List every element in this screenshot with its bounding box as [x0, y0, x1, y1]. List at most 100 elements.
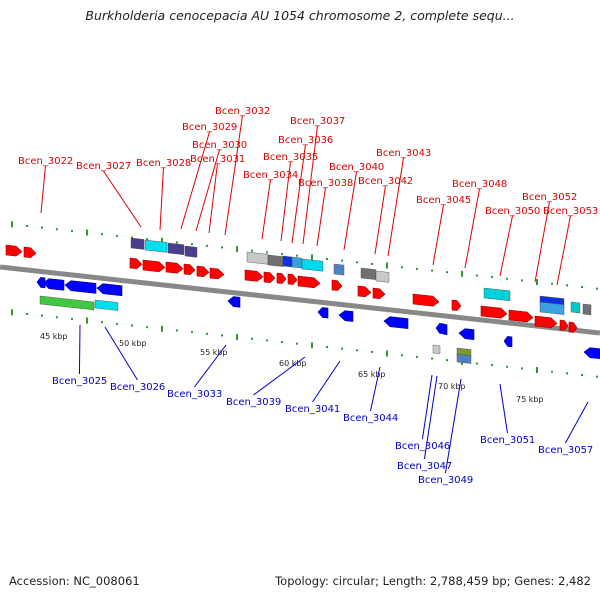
reverse-gene-label: Bcen_3049: [418, 475, 473, 486]
feature-box: [456, 353, 472, 364]
reverse-gene-label: Bcen_3039: [226, 397, 281, 408]
forward-gene-arrow: [183, 263, 196, 275]
feature-box: [130, 237, 145, 250]
feature-box: [167, 242, 185, 255]
forward-gene-label: Bcen_3035: [263, 152, 318, 163]
reverse-gene-arrow: [338, 310, 354, 322]
reverse-leader-line: [421, 374, 433, 440]
feature-box: [333, 263, 345, 276]
forward-gene-label: Bcen_3043: [376, 148, 431, 159]
forward-gene-arrow: [129, 257, 143, 270]
reverse-gene-arrow: [503, 336, 513, 348]
forward-gene-arrow: [331, 279, 343, 291]
feature-box: [375, 270, 390, 283]
reverse-leader-line: [499, 383, 508, 434]
forward-gene-arrow: [209, 267, 225, 280]
forward-gene-label: Bcen_3036: [278, 135, 333, 146]
feature-box: [246, 251, 269, 265]
reverse-gene-label: Bcen_3026: [110, 382, 165, 393]
forward-gene-arrow: [451, 299, 462, 311]
forward-gene-label: Bcen_3038: [298, 178, 353, 189]
reverse-gene-arrow: [64, 280, 97, 294]
forward-gene-arrow: [5, 244, 23, 257]
forward-gene-arrow: [508, 309, 534, 323]
forward-gene-label: Bcen_3042: [358, 176, 413, 187]
forward-gene-arrow: [263, 271, 276, 283]
reverse-gene-label: Bcen_3044: [343, 413, 398, 424]
reverse-gene-label: Bcen_3047: [397, 461, 452, 472]
forward-gene-arrow: [559, 319, 569, 331]
feature-box: [144, 239, 168, 253]
reverse-leader-line: [423, 375, 438, 460]
feature-box: [184, 245, 198, 258]
forward-gene-label: Bcen_3027: [76, 161, 131, 172]
reverse-leader-line: [565, 401, 589, 444]
reverse-leader-line: [444, 378, 462, 474]
forward-gene-arrow: [297, 275, 321, 289]
forward-gene-arrow: [534, 315, 558, 329]
forward-gene-label: Bcen_3030: [192, 140, 247, 151]
scale-label: 65 kbp: [358, 370, 386, 379]
reverse-gene-arrow: [440, 323, 448, 335]
forward-leader-line: [316, 187, 326, 247]
reverse-gene-label: Bcen_3051: [480, 435, 535, 446]
forward-leader-line: [291, 144, 306, 244]
forward-gene-label: Bcen_3053: [543, 206, 598, 217]
forward-gene-label: Bcen_3040: [329, 162, 384, 173]
forward-leader-line: [208, 163, 218, 234]
reverse-gene-arrow: [317, 307, 329, 319]
feature-box: [301, 258, 324, 272]
scale-label: 75 kbp: [516, 395, 544, 404]
chromosome-backbone: [0, 264, 600, 336]
feature-box: [360, 267, 377, 280]
feature-box: [39, 295, 95, 311]
reverse-gene-label: Bcen_3057: [538, 445, 593, 456]
forward-gene-label: Bcen_3034: [243, 170, 298, 181]
feature-box: [267, 254, 284, 267]
forward-gene-arrow: [244, 269, 264, 282]
forward-leader-line: [261, 179, 271, 240]
forward-leader-line: [387, 157, 404, 257]
forward-leader-line: [103, 170, 142, 228]
reverse-gene-arrow: [583, 347, 600, 360]
reverse-leader-line: [369, 366, 381, 412]
scale-label: 70 kbp: [438, 382, 466, 391]
reverse-leader-line: [312, 360, 341, 403]
reverse-gene-label: Bcen_3041: [285, 404, 340, 415]
forward-leader-line: [302, 125, 318, 245]
reverse-leader-line: [194, 344, 227, 388]
forward-leader-line: [195, 149, 220, 232]
forward-gene-arrow: [568, 321, 578, 333]
scale-label: 55 kbp: [200, 348, 228, 357]
genome-summary-text: Topology: circular; Length: 2,788,459 bp…: [275, 574, 591, 588]
scale-label: 60 kbp: [279, 359, 307, 368]
reverse-leader-line: [104, 326, 138, 381]
reverse-leader-line: [253, 356, 306, 396]
forward-leader-line: [374, 185, 386, 255]
forward-gene-label: Bcen_3045: [416, 195, 471, 206]
forward-gene-arrow: [196, 265, 210, 278]
reverse-gene-arrow: [383, 316, 409, 329]
forward-leader-line: [343, 171, 357, 251]
reverse-gene-label: Bcen_3033: [167, 389, 222, 400]
forward-leader-line: [464, 188, 480, 269]
forward-gene-arrow: [142, 259, 166, 273]
forward-leader-line: [280, 161, 291, 242]
feature-box: [291, 256, 303, 269]
forward-leader-line: [432, 204, 444, 266]
forward-leader-line: [180, 131, 210, 230]
forward-leader-line: [40, 165, 46, 214]
forward-leader-line: [534, 201, 550, 283]
map-title: Burkholderia cenocepacia AU 1054 chromos…: [85, 8, 515, 23]
forward-gene-label: Bcen_3048: [452, 179, 507, 190]
feature-box: [94, 299, 119, 311]
forward-gene-label: Bcen_3031: [190, 154, 245, 165]
forward-gene-arrow: [287, 273, 298, 285]
forward-gene-arrow: [276, 272, 287, 284]
reverse-gene-arrow: [227, 296, 241, 308]
forward-leader-line: [159, 167, 164, 231]
forward-leader-line: [224, 115, 243, 236]
forward-gene-arrow: [480, 305, 508, 319]
reverse-gene-arrow: [96, 283, 123, 297]
